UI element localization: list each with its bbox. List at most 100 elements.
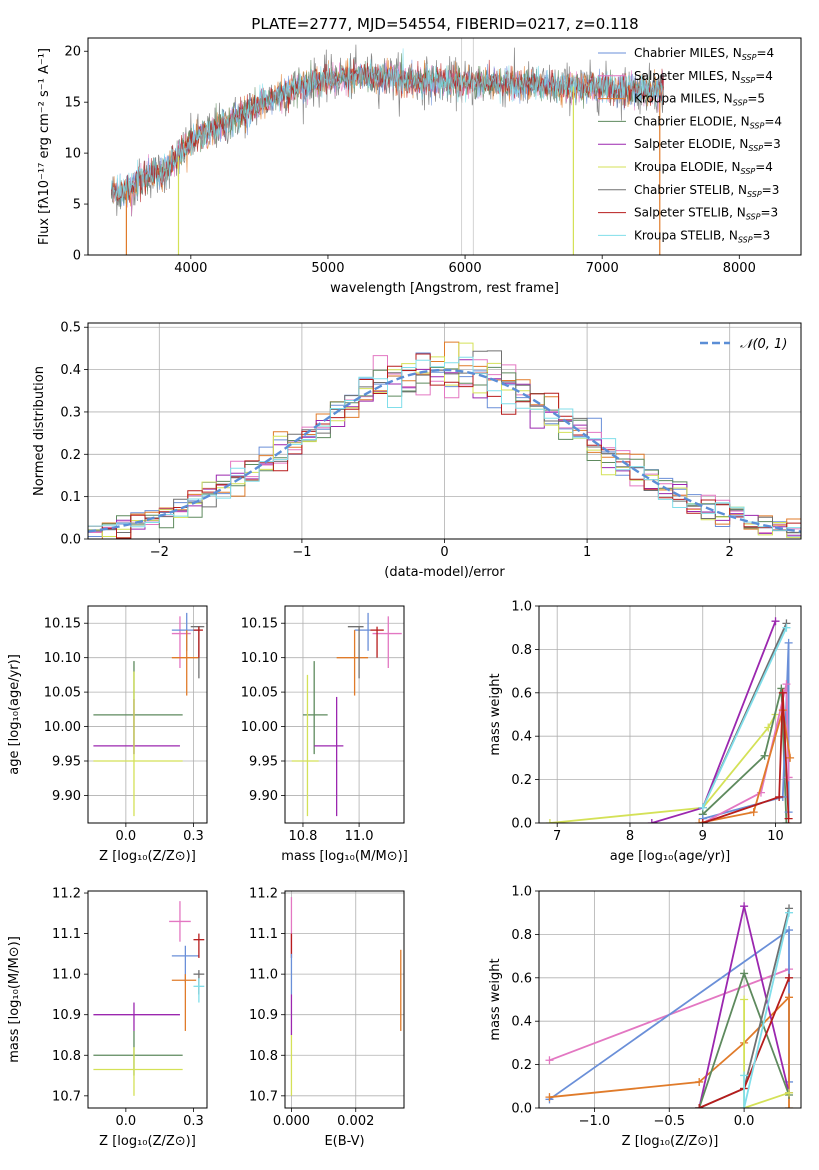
plot-area <box>545 902 794 1108</box>
y-tick-label: 0.0 <box>511 817 532 832</box>
panel-residuals: −2 −1 0 1 2 0.0 0.1 0.2 0.3 0.4 0.5 (data-model)/er… <box>32 321 802 580</box>
weight-marker <box>545 1056 554 1065</box>
weight-marker <box>740 1104 749 1108</box>
x-tick-label: 1 <box>583 545 591 560</box>
x-tick-label: 5000 <box>311 261 344 276</box>
x-axis-label: wavelength [Angstrom, rest frame] <box>330 281 559 296</box>
weight-marker <box>785 926 794 935</box>
legend-text: Kroupa MILES, N <box>634 92 733 106</box>
legend-label: Salpeter ELODIE, NSSP=3 <box>634 137 781 153</box>
spectrum-line <box>111 48 664 206</box>
y-axis-label: mass [log₁₀(M/M⊙)] <box>7 936 22 1063</box>
weight-line <box>702 692 790 823</box>
weight-marker <box>785 1088 794 1097</box>
axes-frame <box>284 605 405 824</box>
legend-value: =4 <box>764 114 782 128</box>
weight-marker <box>782 623 791 632</box>
legend-value: =4 <box>755 160 773 174</box>
legend-subscript: SSP <box>748 144 763 153</box>
weight-line <box>702 683 790 823</box>
legend-text: Kroupa STELIB, N <box>634 228 738 242</box>
y-tick-label: 10.15 <box>44 617 81 632</box>
weight-line <box>698 709 791 823</box>
x-tick-label: −2 <box>150 545 169 560</box>
panel-massweight-vs-Z: −1.0 −0.5 0.0 0.0 0.2 0.4 0.6 0.8 1.0 Z [log₁₀(Z/… <box>488 885 802 1149</box>
axes-frame <box>284 890 405 1109</box>
weight-marker <box>749 808 758 817</box>
x-tick-label: −1 <box>292 545 311 560</box>
y-axis-label: Normed distribution <box>32 366 47 496</box>
weight-line <box>743 912 790 1108</box>
legend-value: =3 <box>762 183 780 197</box>
x-tick-label: −0.5 <box>653 1114 685 1129</box>
y-tick-label: 10.9 <box>249 1008 278 1023</box>
panel-age-vs-Z: 0.0 0.3 9.90 9.95 10.00 10.05 10.10 10.15 Z [log… <box>7 605 208 864</box>
axes-frame <box>87 605 208 824</box>
legend-label: Chabrier STELIB, NSSP=3 <box>634 183 779 199</box>
legend-subscript: SSP <box>733 99 748 108</box>
legend-subscript: SSP <box>742 53 757 62</box>
x-tick-label: 0.0 <box>116 829 137 844</box>
y-tick-label: 9.95 <box>52 755 81 770</box>
y-tick-label: 10 <box>64 147 81 162</box>
x-tick-label: 0.0 <box>734 1114 755 1129</box>
x-axis-label: Z [log₁₀(Z/Z⊙)] <box>99 1134 196 1149</box>
y-tick-label: 10.05 <box>241 686 278 701</box>
y-axis-label: age [log₁₀(age/yr)] <box>7 654 22 775</box>
x-tick-label: 10.8 <box>288 829 317 844</box>
x-axis-label: (data-model)/error <box>384 565 505 580</box>
histogram-step <box>88 353 801 539</box>
legend-subscript: SSP <box>746 213 761 222</box>
weight-marker <box>785 1104 794 1108</box>
x-tick-label: 0.3 <box>183 1114 204 1129</box>
legend-text: Chabrier ELODIE, N <box>634 114 750 128</box>
y-tick-label: 10.05 <box>44 686 81 701</box>
y-tick-label: 0.8 <box>511 928 532 943</box>
y-tick-label: 10.8 <box>52 1049 81 1064</box>
legend-value: =4 <box>755 69 773 83</box>
y-tick-label: 10.7 <box>52 1089 81 1104</box>
y-tick-label: 10.00 <box>44 720 81 735</box>
legend-value: =3 <box>760 206 778 220</box>
x-tick-label: 0 <box>440 545 448 560</box>
y-tick-label: 0.4 <box>60 363 81 378</box>
y-tick-label: 10.00 <box>241 720 278 735</box>
legend-subscript: SSP <box>747 190 762 199</box>
panel-mass-vs-Z: 0.0 0.3 10.7 10.8 10.9 11.0 11.1 11.2 Z [log₁₀(Z… <box>7 887 208 1149</box>
y-tick-label: 5 <box>73 198 81 213</box>
y-tick-label: 11.1 <box>249 927 278 942</box>
legend-text: Kroupa ELODIE, N <box>634 160 741 174</box>
weight-line <box>549 714 777 823</box>
y-tick-label: 0.2 <box>511 1058 532 1073</box>
weight-marker <box>760 751 769 760</box>
weight-marker <box>698 819 707 823</box>
y-tick-label: 0.3 <box>60 405 81 420</box>
legend-value: =3 <box>753 228 771 242</box>
normal-curve <box>88 368 801 533</box>
y-axis-label: mass weight <box>488 958 503 1040</box>
x-tick-label: 11.0 <box>345 829 374 844</box>
legend-label: Kroupa STELIB, NSSP=3 <box>634 228 770 244</box>
y-tick-label: 0.0 <box>60 533 81 548</box>
weight-marker <box>545 819 554 823</box>
y-tick-label: 0.2 <box>511 773 532 788</box>
y-tick-label: 0.6 <box>511 971 532 986</box>
legend-subscript: SSP <box>741 76 756 85</box>
x-tick-label: 4000 <box>174 261 207 276</box>
legend-label: Kroupa ELODIE, NSSP=4 <box>634 160 773 176</box>
x-tick-label: 0.000 <box>273 1114 310 1129</box>
normal-legend-label: 𝒩(0, 1) <box>740 337 787 352</box>
x-axis-label: Z [log₁₀(Z/Z⊙)] <box>622 1134 719 1149</box>
x-tick-label: 8000 <box>723 261 756 276</box>
y-tick-label: 0.5 <box>60 321 81 336</box>
panel-age-vs-mass: 10.8 11.0 9.90 9.95 10.00 10.05 10.10 10.15 mass… <box>241 605 408 864</box>
weight-marker <box>756 788 765 797</box>
panel-mass-vs-EBV: 0.000 0.002 10.7 10.8 10.9 11.0 11.1 11.2 E(B-V) <box>249 887 405 1149</box>
legend-subscript: SSP <box>750 121 765 130</box>
x-tick-label: 9 <box>699 829 707 844</box>
weight-marker <box>784 814 793 823</box>
x-tick-label: 0.3 <box>183 829 204 844</box>
y-tick-label: 0.2 <box>60 448 81 463</box>
